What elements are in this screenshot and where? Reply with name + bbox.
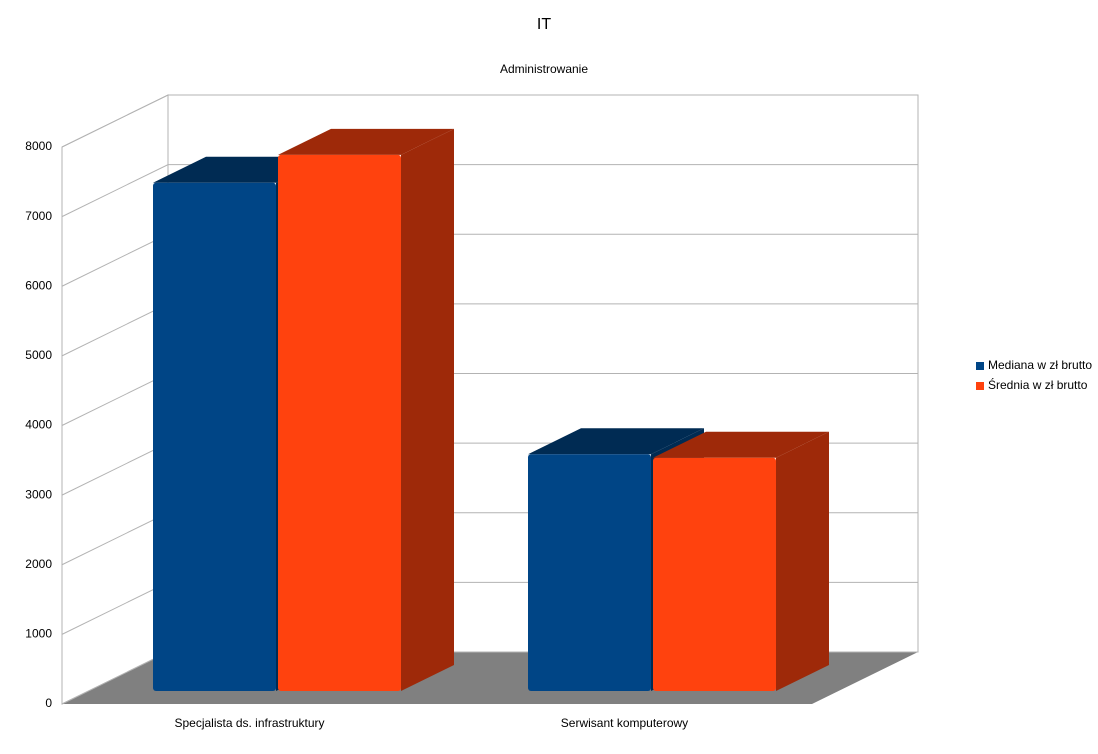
bar-top: [528, 428, 704, 455]
y-tick-label: 1000: [25, 627, 52, 641]
grid-line: [61, 164, 918, 218]
bar-top: [653, 431, 829, 458]
y-tick-label: 7000: [25, 209, 52, 223]
x-tick-label: Serwisant komputerowy: [561, 716, 688, 730]
bar-side: [776, 431, 829, 691]
bar: [653, 457, 776, 691]
y-tick-label: 8000: [25, 139, 52, 153]
bar: [528, 454, 651, 691]
legend-swatch: [976, 382, 984, 390]
y-tick-label: 5000: [25, 348, 52, 362]
chart-title: IT: [537, 16, 551, 33]
y-tick-label: 2000: [25, 557, 52, 571]
legend-swatch: [976, 362, 984, 370]
x-tick-label: Specjalista ds. infrastruktury: [174, 716, 324, 730]
bar-side: [401, 128, 454, 691]
legend-label: Średnia w zł brutto: [988, 377, 1088, 392]
bar-top: [278, 128, 454, 155]
bar: [153, 182, 276, 692]
bar: [278, 154, 401, 691]
chart-subtitle: Administrowanie: [500, 62, 588, 76]
y-tick-label: 3000: [25, 487, 52, 501]
y-tick-label: 6000: [25, 278, 52, 292]
legend-label: Mediana w zł brutto: [988, 358, 1092, 372]
y-tick-label: 0: [45, 696, 52, 710]
y-tick-label: 4000: [25, 418, 52, 432]
grid-line: [61, 94, 918, 148]
